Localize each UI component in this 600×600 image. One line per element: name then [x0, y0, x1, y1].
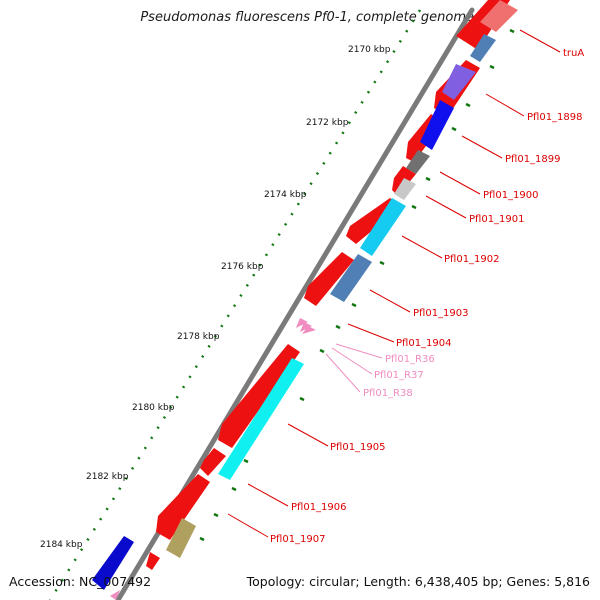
ruler-label-2170: 2170 kbp: [348, 45, 391, 55]
ruler-label-2178: 2178 kbp: [177, 332, 220, 342]
ruler-label-2174: 2174 kbp: [264, 190, 307, 200]
block-blue: [420, 100, 454, 150]
gene-label-pfl01-1900: Pfl01_1900: [483, 190, 539, 201]
gene-label-truA: truA: [563, 48, 584, 59]
rna-pfl01-r37-chevron: [300, 322, 312, 332]
gene-pfl01-1907-arrow: [156, 474, 210, 540]
gene-label-pfl01-r37: Pfl01_R37: [374, 370, 424, 381]
label-connectors: [227, 29, 561, 538]
accession-text: Accession: NC_007492: [9, 574, 152, 589]
block-purple: [442, 64, 476, 100]
block-olive: [166, 518, 196, 558]
ruler-label-2182: 2182 kbp: [86, 472, 129, 482]
block-cyan-1: [360, 198, 406, 256]
rna-label-connectors: [325, 343, 383, 393]
topology-text: Topology: circular; Length: 6,438,405 bp…: [246, 574, 590, 589]
gene-label-pfl01-1903: Pfl01_1903: [413, 308, 469, 319]
ruler-label-2172: 2172 kbp: [306, 118, 349, 128]
gene-pfl01-1903-arrow: [304, 252, 354, 306]
rna-bottom-chevron: [110, 590, 120, 600]
gene-label-pfl01-1899: Pfl01_1899: [505, 154, 561, 165]
block-steelblue-1: [470, 34, 496, 62]
map-title: Pseudomonas fluorescens Pf0-1, complete …: [140, 10, 474, 25]
gene-label-pfl01-r36: Pfl01_R36: [385, 354, 435, 365]
ruler-label-2180: 2180 kbp: [132, 403, 175, 413]
gene-label-pfl01-1906: Pfl01_1906: [291, 502, 347, 513]
gene-label-pfl01-1898: Pfl01_1898: [527, 112, 583, 123]
ruler-label-2184: 2184 kbp: [40, 540, 83, 550]
rna-pfl01-r36-chevron: [296, 318, 308, 328]
ruler-dotted-line: [48, 9, 422, 600]
block-salmon: [480, 0, 518, 32]
gene-label-pfl01-1905: Pfl01_1905: [330, 442, 386, 453]
block-navy: [92, 536, 134, 590]
gene-lower-arrow: [146, 552, 160, 570]
gene-label-pfl01-1902: Pfl01_1902: [444, 254, 500, 265]
feature-ticks: [199, 28, 515, 542]
ruler-label-2176: 2176 kbp: [221, 262, 264, 272]
block-steelblue-2: [330, 254, 372, 302]
gene-pfl01-1906-arrow: [200, 448, 226, 476]
gene-label-pfl01-1907: Pfl01_1907: [270, 534, 326, 545]
block-cyan-2: [218, 358, 304, 480]
gene-label-pfl01-r38: Pfl01_R38: [363, 388, 413, 399]
gene-pfl01-1905-arrow: [218, 344, 300, 448]
gene-label-pfl01-1904: Pfl01_1904: [396, 338, 452, 349]
rna-pfl01-r38-chevron: [302, 326, 316, 334]
block-lightgray: [394, 178, 416, 200]
block-darkgray: [406, 150, 430, 174]
gene-label-pfl01-1901: Pfl01_1901: [469, 214, 525, 225]
